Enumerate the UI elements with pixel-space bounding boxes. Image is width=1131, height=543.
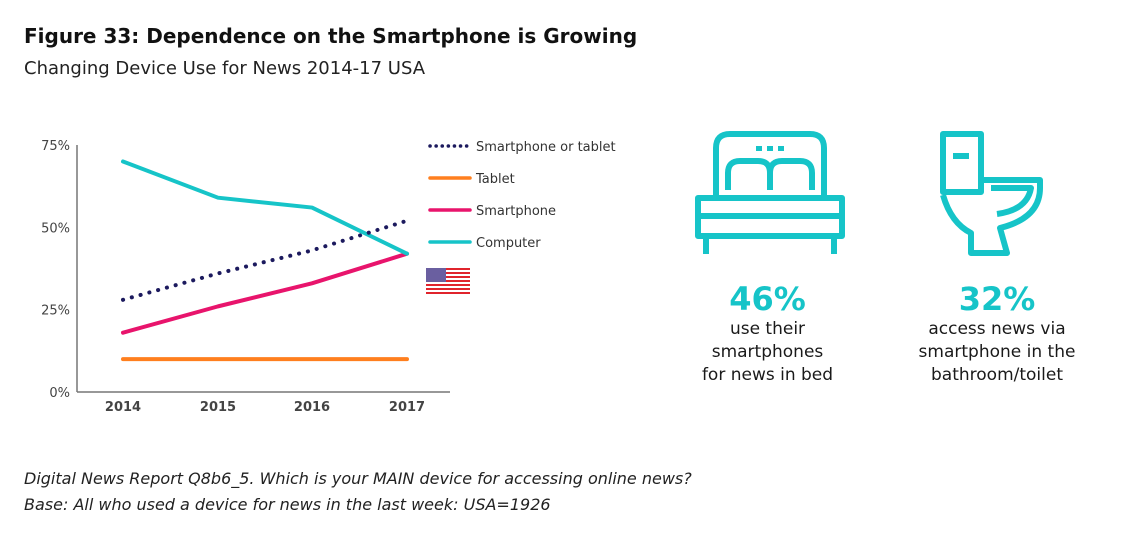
- figure-title: Figure 33: Dependence on the Smartphone …: [24, 24, 638, 48]
- flag-stripe: [426, 276, 470, 278]
- note-line: Digital News Report Q8b6_5. Which is you…: [24, 469, 692, 488]
- flag-stripe: [426, 268, 470, 270]
- stat-value: 46%: [729, 280, 806, 318]
- stat-toilet: 32% access news via smartphone in the ba…: [902, 280, 1092, 387]
- stat-bed: 46% use their smartphones for news in be…: [680, 280, 855, 387]
- source-note: Digital News Report Q8b6_5. Which is you…: [24, 466, 692, 518]
- flag-stripe: [426, 280, 470, 282]
- series-line-smartphone-or-tablet: [121, 218, 409, 302]
- y-tick-label: 0%: [49, 386, 70, 401]
- x-tick-label: 2017: [389, 400, 425, 415]
- axes: 0% 25% 50% 75% 2014 2015 2016 2017: [41, 139, 450, 415]
- stat-text: use their: [729, 319, 806, 339]
- x-tick-label: 2014: [105, 400, 141, 415]
- stat-text: bathroom/toilet: [931, 365, 1063, 385]
- legend-label: Tablet: [475, 172, 515, 187]
- x-tick-label: 2016: [294, 400, 330, 415]
- stat-text: for news in bed: [701, 365, 834, 385]
- flag-stripe: [426, 288, 470, 290]
- legend-label: Smartphone or tablet: [476, 140, 616, 155]
- toilet-icon: [940, 131, 1043, 256]
- x-tick-label: 2015: [200, 400, 236, 415]
- legend-label: Computer: [476, 236, 541, 251]
- stat-text: access news via: [928, 319, 1066, 339]
- stat-text: smartphones: [711, 342, 824, 362]
- legend-label: Smartphone: [476, 204, 556, 219]
- line-chart: 0% 25% 50% 75% 2014 2015 2016 2017 Smartphone o…: [41, 139, 616, 415]
- series-line-smartphone: [121, 251, 409, 335]
- us-flag-icon: [426, 268, 470, 294]
- flag-stripe: [426, 272, 470, 274]
- y-tick-label: 50%: [41, 221, 70, 236]
- series-line-computer: [121, 159, 409, 256]
- flag-stripe: [426, 292, 470, 294]
- y-tick-label: 25%: [41, 304, 70, 319]
- note-line: Base: All who used a device for news in …: [24, 495, 551, 514]
- stat-text: smartphone in the: [918, 342, 1076, 362]
- y-tick-label: 75%: [41, 139, 70, 154]
- bed-icon: [695, 131, 845, 254]
- figure-subtitle: Changing Device Use for News 2014-17 USA: [24, 58, 426, 79]
- stat-value: 32%: [958, 280, 1036, 318]
- flag-stripe: [426, 284, 470, 286]
